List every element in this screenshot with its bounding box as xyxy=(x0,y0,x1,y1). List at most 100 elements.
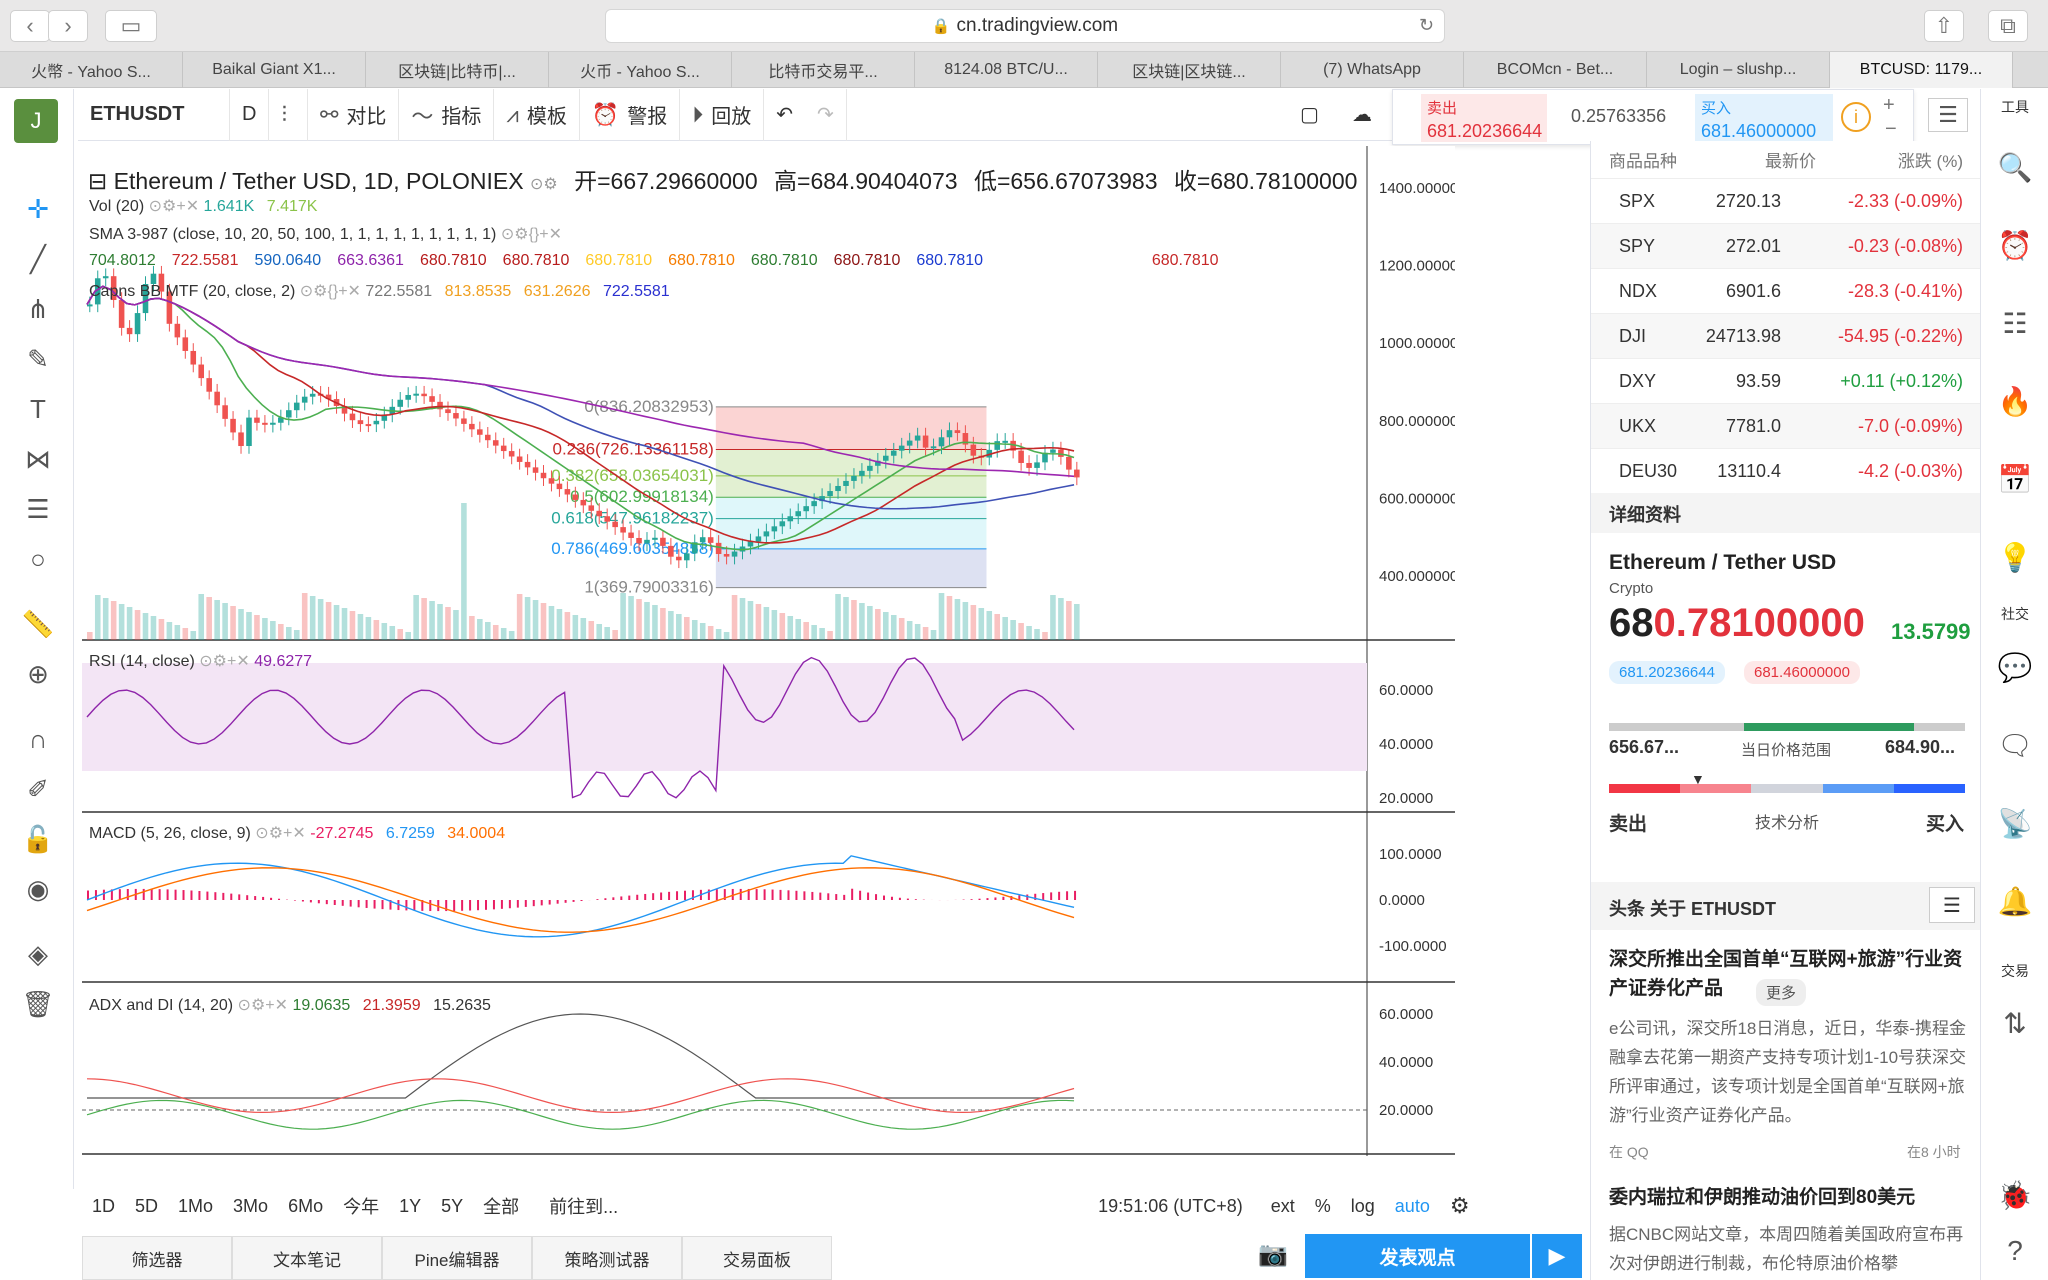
bottom-tab[interactable]: Pine编辑器 xyxy=(382,1236,532,1280)
vol-legend-buttons[interactable]: ⊙⚙+✕ xyxy=(148,198,204,215)
watchlist-row[interactable]: DJI 24713.98 -54.95 (-0.22%) xyxy=(1591,314,1981,359)
browser-tab[interactable]: 火币 - Yahoo S... xyxy=(549,52,732,88)
data-window-icon[interactable]: ☷ xyxy=(2002,307,2028,339)
watchlist-row[interactable]: NDX 6901.6 -28.3 (-0.41%) xyxy=(1591,269,1981,314)
hotlist-fire-icon[interactable]: 🔥 xyxy=(1997,385,2033,417)
bottom-tab[interactable]: 策略测试器 xyxy=(532,1236,682,1280)
fib-icon[interactable]: ☰ xyxy=(26,493,50,524)
adx-legend-buttons[interactable]: ⊙⚙+✕ xyxy=(237,997,293,1014)
auto-toggle[interactable]: auto xyxy=(1394,1195,1430,1216)
range-option[interactable]: 1Y xyxy=(399,1195,422,1216)
back-button[interactable]: ‹ xyxy=(10,10,50,42)
private-chat-icon[interactable]: 🗨 xyxy=(1997,729,2033,761)
browser-tab[interactable]: BCOMcn - Bet... xyxy=(1464,52,1647,88)
ext-toggle[interactable]: ext xyxy=(1270,1195,1295,1216)
bb-legend-buttons[interactable]: ⊙⚙{}+✕ xyxy=(299,283,366,300)
details-section-header[interactable]: 详细资料 xyxy=(1591,493,1981,533)
browser-tab[interactable]: 比特币交易平... xyxy=(732,52,915,88)
undo-button[interactable]: ↶ xyxy=(776,104,794,126)
watchlist-row[interactable]: DXY 93.59 +0.11 (+0.12%) xyxy=(1591,359,1981,404)
bottom-tab[interactable]: 筛选器 xyxy=(82,1236,232,1280)
bottom-tab[interactable]: 文本笔记 xyxy=(232,1236,382,1280)
dom-icon[interactable]: ⇅ xyxy=(2003,1007,2027,1039)
streams-icon[interactable]: 📡 xyxy=(1997,807,2033,839)
stay-drawing-icon[interactable]: ✐ xyxy=(27,773,49,804)
bug-icon[interactable]: 🐞 xyxy=(1997,1179,2033,1211)
sell-button[interactable]: 卖出 681.20236644 xyxy=(1421,94,1547,142)
shape-circle-icon[interactable]: ○ xyxy=(30,543,46,574)
browser-tab[interactable]: Login – slushp... xyxy=(1647,52,1830,88)
watchlist-row[interactable]: UKX 7781.0 -7.0 (-0.09%) xyxy=(1591,404,1981,449)
browser-tab[interactable]: 火幣 - Yahoo S... xyxy=(0,52,183,88)
sma-legend-buttons[interactable]: ⊙⚙{}+✕ xyxy=(500,226,562,243)
crosshair-icon[interactable]: ✛ xyxy=(27,193,49,224)
alerts-clock-icon[interactable]: ⏰ xyxy=(1997,229,2033,261)
chart-pane[interactable]: 1400.00000000 1200.00000000 1000.00000000 8… xyxy=(82,146,1483,1182)
news-title-2[interactable]: 委内瑞拉和伊朗推动油价回到80美元 xyxy=(1609,1187,1916,1208)
ideas-bulb-icon[interactable]: 💡 xyxy=(1997,541,2033,573)
address-bar[interactable]: 🔒 cn.tradingview.com ↻ xyxy=(605,9,1445,43)
layers-icon[interactable]: ◈ xyxy=(28,938,48,969)
publish-play-icon[interactable]: ▶ xyxy=(1532,1234,1582,1278)
interval-selector[interactable]: D xyxy=(230,88,270,141)
browser-tab[interactable]: BTCUSD: 1179... xyxy=(1830,52,2013,88)
watchlist-row[interactable]: DEU30 13110.4 -4.2 (-0.03%) xyxy=(1591,449,1981,494)
symbol-search[interactable]: ETHUSDT xyxy=(78,88,230,141)
browser-tab[interactable]: Baikal Giant X1... xyxy=(183,52,366,88)
browser-tab[interactable]: 区块链|比特币|... xyxy=(366,52,549,88)
indicators-button[interactable]: 〜指标 xyxy=(399,88,495,141)
range-option[interactable]: 5D xyxy=(135,1195,159,1216)
bottom-tab[interactable]: 交易面板 xyxy=(682,1236,832,1280)
chat-icon[interactable]: 💬 xyxy=(1997,651,2033,683)
news-list-icon[interactable]: ☰ xyxy=(1929,887,1975,923)
buy-button[interactable]: 买入 681.46000000 xyxy=(1695,94,1833,142)
browser-tab[interactable]: 8124.08 BTC/U... xyxy=(915,52,1098,88)
redo-button[interactable]: ↷ xyxy=(805,88,847,141)
col-last[interactable]: 最新价 xyxy=(1765,152,1816,171)
eye-icon[interactable]: ◉ xyxy=(26,873,50,904)
camera-icon[interactable]: 📷 xyxy=(1258,1241,1288,1268)
magnet-icon[interactable]: ∩ xyxy=(28,723,48,754)
pitchfork-icon[interactable]: ⋔ xyxy=(27,293,49,324)
chart-canvas[interactable]: 1400.00000000 1200.00000000 1000.00000000 8… xyxy=(82,146,1483,1182)
trash-icon[interactable]: 🗑 xyxy=(21,988,55,1019)
fullscreen-icon[interactable]: ▢ xyxy=(1300,104,1319,126)
collapse-icon[interactable]: ⊟ xyxy=(88,168,108,194)
forward-button[interactable]: › xyxy=(48,10,88,42)
chart-style-button[interactable]: ⫶ xyxy=(269,88,308,141)
cloud-save-icon[interactable]: ☁ xyxy=(1352,104,1372,126)
percent-toggle[interactable]: % xyxy=(1314,1195,1331,1216)
range-option[interactable]: 今年 xyxy=(343,1197,380,1217)
browser-tab[interactable]: (7) WhatsApp xyxy=(1281,52,1464,88)
plus-icon[interactable]: + xyxy=(1883,94,1895,116)
goto-date-button[interactable]: 前往到... xyxy=(549,1197,619,1217)
info-icon[interactable]: i xyxy=(1841,102,1871,132)
more-button[interactable]: 更多 xyxy=(1756,979,1807,1006)
watchlist-row[interactable]: SPY 272.01 -0.23 (-0.08%) xyxy=(1591,224,1981,269)
range-option[interactable]: 1D xyxy=(92,1195,116,1216)
help-icon[interactable]: ? xyxy=(2007,1235,2023,1266)
chart-settings-icon[interactable]: ⚙ xyxy=(1449,1193,1470,1218)
sidebar-toggle-icon[interactable]: ▭ xyxy=(105,10,157,42)
text-tool-icon[interactable]: T xyxy=(30,393,46,424)
watchlist-row[interactable]: SPX 2720.13 -2.33 (-0.09%) xyxy=(1591,179,1981,224)
calendar-icon[interactable]: 📅 xyxy=(1997,463,2033,495)
user-avatar[interactable]: J xyxy=(14,99,58,143)
replay-button[interactable]: ⏵ 回放 xyxy=(680,88,765,141)
macd-legend-buttons[interactable]: ⊙⚙+✕ xyxy=(255,825,311,842)
reload-icon[interactable]: ↻ xyxy=(1418,15,1434,35)
lock-icon[interactable]: 🔓 xyxy=(21,823,55,854)
range-option[interactable]: 6Mo xyxy=(288,1195,324,1216)
alert-button[interactable]: ⏰ 警报 xyxy=(580,88,681,141)
range-option[interactable]: 3Mo xyxy=(233,1195,269,1216)
tabs-overview-icon[interactable]: ⧉ xyxy=(1988,10,2028,42)
log-toggle[interactable]: log xyxy=(1350,1195,1375,1216)
pattern-icon[interactable]: ⋈ xyxy=(25,443,51,474)
templates-button[interactable]: ⩘ 模板 xyxy=(494,88,580,141)
watchlist-menu-icon[interactable]: ☰ xyxy=(1928,98,1968,132)
notifications-bell-icon[interactable]: 🔔 xyxy=(1997,885,2033,917)
browser-tab[interactable]: 区块链|区块链... xyxy=(1098,52,1281,88)
ruler-icon[interactable]: 📏 xyxy=(21,608,55,639)
minus-icon[interactable]: − xyxy=(1885,118,1897,140)
brush-icon[interactable]: ✎ xyxy=(27,343,49,374)
